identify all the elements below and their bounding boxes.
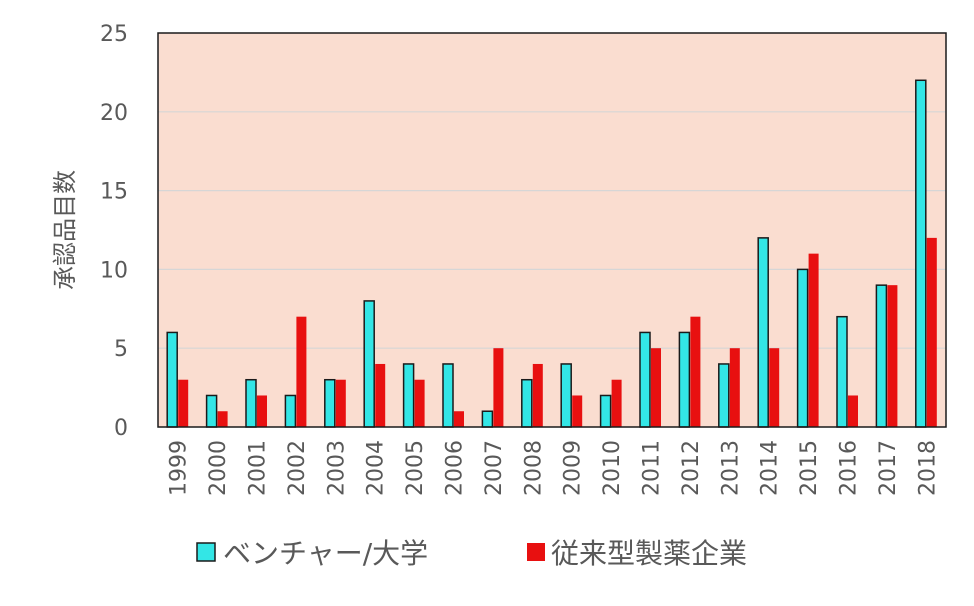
bar-traditional — [296, 316, 307, 427]
bar-traditional — [729, 348, 740, 427]
bar-traditional — [375, 363, 386, 427]
bar-venture — [521, 378, 533, 428]
bar-traditional — [690, 316, 701, 427]
x-tick-label: 2008 — [521, 440, 546, 496]
x-tick-label: 2003 — [324, 440, 349, 496]
bar-venture — [560, 363, 572, 428]
x-tick-label: 2006 — [443, 440, 468, 496]
y-tick-label: 15 — [100, 180, 128, 205]
x-tick-label: 2018 — [915, 440, 940, 496]
x-tick-label: 2013 — [718, 440, 743, 496]
y-tick-label: 10 — [100, 258, 128, 283]
x-tick-label: 2005 — [403, 440, 428, 496]
bar-traditional — [808, 253, 819, 427]
bar-traditional — [887, 285, 898, 427]
bar-venture — [284, 394, 297, 428]
x-tick-label: 1999 — [167, 440, 192, 496]
plot-border — [157, 32, 947, 428]
bar-venture — [205, 394, 218, 428]
legend-swatch — [196, 542, 216, 562]
x-tick-label: 2014 — [758, 440, 783, 496]
bar-traditional — [493, 348, 504, 427]
bar-traditional — [572, 395, 583, 427]
bar-venture — [796, 268, 809, 428]
bar-venture — [599, 394, 612, 428]
bar-traditional — [769, 348, 780, 427]
bar-traditional — [257, 395, 267, 427]
bar-traditional — [651, 348, 661, 427]
bar-traditional — [532, 363, 543, 427]
bar-venture — [245, 378, 257, 428]
bar-traditional — [454, 411, 464, 427]
y-tick-label: 20 — [100, 101, 128, 126]
legend-swatch — [527, 543, 545, 561]
bar-venture — [363, 300, 375, 428]
bar-traditional — [335, 379, 346, 427]
bar-traditional — [848, 395, 858, 427]
x-tick-label: 2011 — [640, 440, 665, 496]
legend-label: 従来型製薬企業 — [551, 537, 747, 570]
bar-venture — [166, 331, 178, 428]
x-axis-ticks: 1999 2000 2001 2002 2003 2004 2005 2006 2007 2008… — [167, 440, 941, 496]
bar-traditional — [926, 237, 937, 427]
y-tick-label: 0 — [114, 416, 128, 441]
bar-traditional — [611, 379, 622, 427]
x-tick-label: 2002 — [285, 440, 310, 496]
x-tick-label: 2000 — [206, 440, 231, 496]
x-tick-label: 2016 — [837, 440, 862, 496]
legend: ベンチャー/大学 従来型製薬企業 — [196, 537, 747, 570]
bar-traditional — [414, 379, 425, 427]
x-tick-label: 2010 — [600, 440, 625, 496]
bar-venture — [678, 331, 691, 428]
x-tick-label: 2007 — [482, 440, 507, 496]
x-tick-label: 2004 — [364, 440, 389, 496]
x-tick-label: 2012 — [679, 440, 704, 496]
bar-venture — [875, 284, 888, 428]
bar-venture — [718, 363, 730, 428]
y-axis-title: 承認品目数 — [51, 170, 79, 290]
bar-venture — [836, 315, 848, 428]
bar-venture — [402, 363, 415, 428]
bar-venture — [915, 79, 927, 428]
x-tick-label: 2017 — [876, 440, 901, 496]
bar-venture — [324, 378, 336, 428]
x-tick-label: 2009 — [561, 440, 586, 496]
plot-area — [158, 33, 946, 427]
x-tick-label: 2015 — [797, 440, 822, 496]
y-tick-label: 5 — [114, 337, 128, 362]
bar-venture — [757, 237, 769, 428]
bar-venture — [639, 331, 651, 428]
x-tick-label: 2001 — [246, 440, 271, 496]
bar-traditional — [217, 411, 228, 427]
bar-traditional — [178, 379, 189, 427]
bar-venture — [481, 410, 494, 428]
legend-label: ベンチャー/大学 — [223, 537, 428, 570]
y-axis-ticks: 0 5 10 15 20 25 — [100, 22, 128, 441]
y-tick-label: 25 — [100, 22, 128, 47]
bar-venture — [442, 363, 454, 428]
bars — [166, 79, 937, 428]
